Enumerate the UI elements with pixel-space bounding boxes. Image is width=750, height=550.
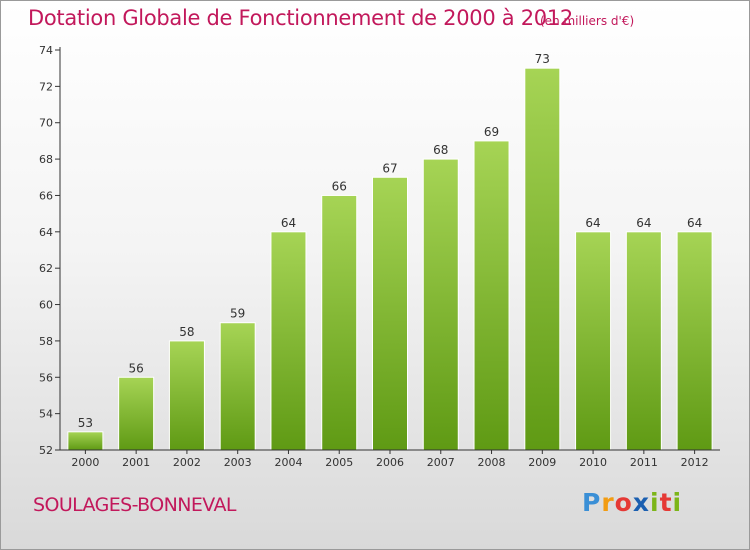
brand-letter: i <box>650 488 660 517</box>
axes: 2000 2001 2002 2003 2004 2005 2006 2007 2008 2009… <box>39 44 720 469</box>
bar-2011 <box>625 231 662 451</box>
x-tick-label-2012: 2012 <box>681 456 709 469</box>
bar-2002 <box>168 340 205 451</box>
bar-2007 <box>422 158 459 451</box>
y-tick-label-54: 54 <box>39 408 53 421</box>
x-tick-label-2007: 2007 <box>427 456 455 469</box>
bar-series <box>67 67 713 451</box>
bar-2006 <box>372 176 408 451</box>
y-tick-label-60: 60 <box>39 299 53 312</box>
chart-title: Dotation Globale de Fonctionnement de 20… <box>28 6 573 30</box>
y-tick-label-62: 62 <box>39 262 53 275</box>
bar-2009 <box>524 67 561 451</box>
x-tick-label-2002: 2002 <box>173 456 201 469</box>
y-tick-label-52: 52 <box>39 444 53 457</box>
y-tick-label-74: 74 <box>39 44 53 57</box>
y-tick-label-68: 68 <box>39 153 53 166</box>
brand-letter: o <box>614 488 633 517</box>
bar-2010 <box>575 231 612 451</box>
y-tick-label-66: 66 <box>39 189 53 202</box>
data-label-2002: 58 <box>179 325 194 339</box>
brand-letter: i <box>672 488 683 517</box>
y-tick-label-56: 56 <box>39 371 53 384</box>
proxiti-logo: Proxiti <box>582 488 682 517</box>
brand-letter: P <box>582 488 602 517</box>
data-label-2001: 56 <box>129 361 144 375</box>
data-label-2012: 64 <box>687 216 702 230</box>
data-label-2011: 64 <box>636 216 651 230</box>
x-tick-label-2010: 2010 <box>579 456 607 469</box>
x-tick-label-2008: 2008 <box>478 456 506 469</box>
x-tick-label-2000: 2000 <box>71 456 99 469</box>
data-label-2006: 67 <box>382 161 397 175</box>
data-label-2009: 73 <box>535 52 550 66</box>
bar-2000 <box>67 431 104 451</box>
y-tick-label-70: 70 <box>39 117 53 130</box>
x-tick-label-2011: 2011 <box>630 456 658 469</box>
y-tick-label-58: 58 <box>39 335 53 348</box>
data-label-2007: 68 <box>433 143 448 157</box>
y-tick-label-64: 64 <box>39 226 53 239</box>
bar-2003 <box>219 322 256 451</box>
data-label-2003: 59 <box>230 307 245 321</box>
bar-2005 <box>321 194 358 451</box>
chart-unit: (en milliers d'€) <box>540 14 635 28</box>
brand-letter: r <box>601 488 615 517</box>
bar-2008 <box>473 140 510 451</box>
data-label-2005: 66 <box>332 179 347 193</box>
commune-name: SOULAGES-BONNEVAL <box>33 494 236 516</box>
x-tick-label-2009: 2009 <box>528 456 556 469</box>
x-tick-label-2003: 2003 <box>224 456 252 469</box>
x-tick-label-2004: 2004 <box>274 456 302 469</box>
data-label-2004: 64 <box>281 216 296 230</box>
brand-letter: t <box>659 488 673 517</box>
brand-letter: x <box>632 488 650 517</box>
data-label-2008: 69 <box>484 125 499 139</box>
data-label-2000: 53 <box>78 416 93 430</box>
bar-2004 <box>270 231 307 451</box>
bar-2001 <box>118 376 155 451</box>
y-tick-label-72: 72 <box>39 80 53 93</box>
x-tick-label-2006: 2006 <box>376 456 404 469</box>
x-tick-label-2001: 2001 <box>122 456 150 469</box>
data-label-2010: 64 <box>585 216 600 230</box>
data-labels: 53 56 58 59 64 66 67 68 69 73 64 64 64 <box>78 52 703 430</box>
x-tick-label-2005: 2005 <box>325 456 353 469</box>
bar-2012 <box>676 231 713 451</box>
